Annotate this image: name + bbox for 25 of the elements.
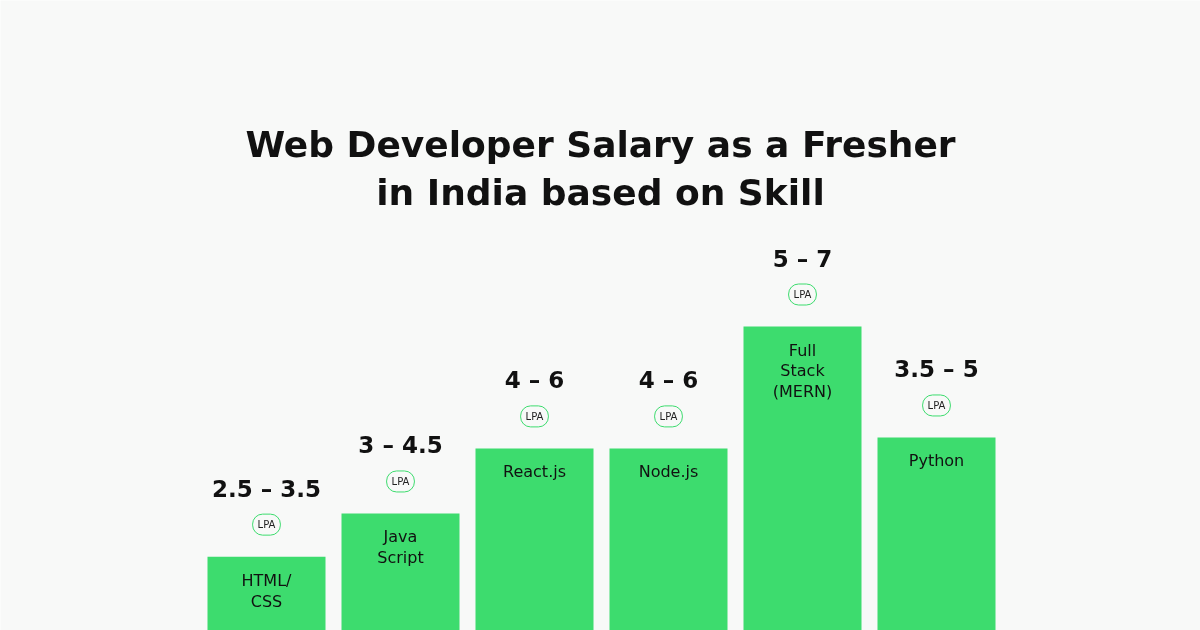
annotation: 2.5 – 3.5 — [212, 475, 322, 502]
annotation: LPA — [659, 410, 678, 422]
annotation: 4 – 6 — [504, 367, 565, 394]
chart-title: Web Developer Salary as a Fresher in India based on Skill — [245, 124, 956, 213]
text: 5 – 7 — [772, 245, 833, 272]
annotation: LPA — [257, 519, 276, 531]
annotation: LPA — [391, 475, 410, 487]
bar — [609, 448, 728, 630]
annotation: 4 – 6 — [638, 367, 699, 394]
annotation: 3 – 4.5 — [358, 432, 443, 459]
bar — [341, 513, 460, 630]
annotation: LPA — [927, 399, 946, 411]
bar — [475, 448, 594, 630]
bar — [207, 556, 326, 630]
x-tick-label: Python — [908, 451, 965, 471]
x-tick-label: Node.js — [638, 462, 699, 482]
x-tick-label: HTML/ CSS — [241, 570, 293, 611]
x-tick-label: Java Script — [377, 527, 424, 568]
x-tick-label: Full Stack (MERN) — [772, 340, 833, 402]
x-tick-label: React.js — [503, 462, 566, 482]
annotation: LPA — [525, 410, 544, 422]
text: LPA — [793, 289, 812, 300]
annotation: 3.5 – 5 — [894, 356, 979, 383]
bar — [743, 326, 862, 630]
bar — [877, 437, 996, 630]
